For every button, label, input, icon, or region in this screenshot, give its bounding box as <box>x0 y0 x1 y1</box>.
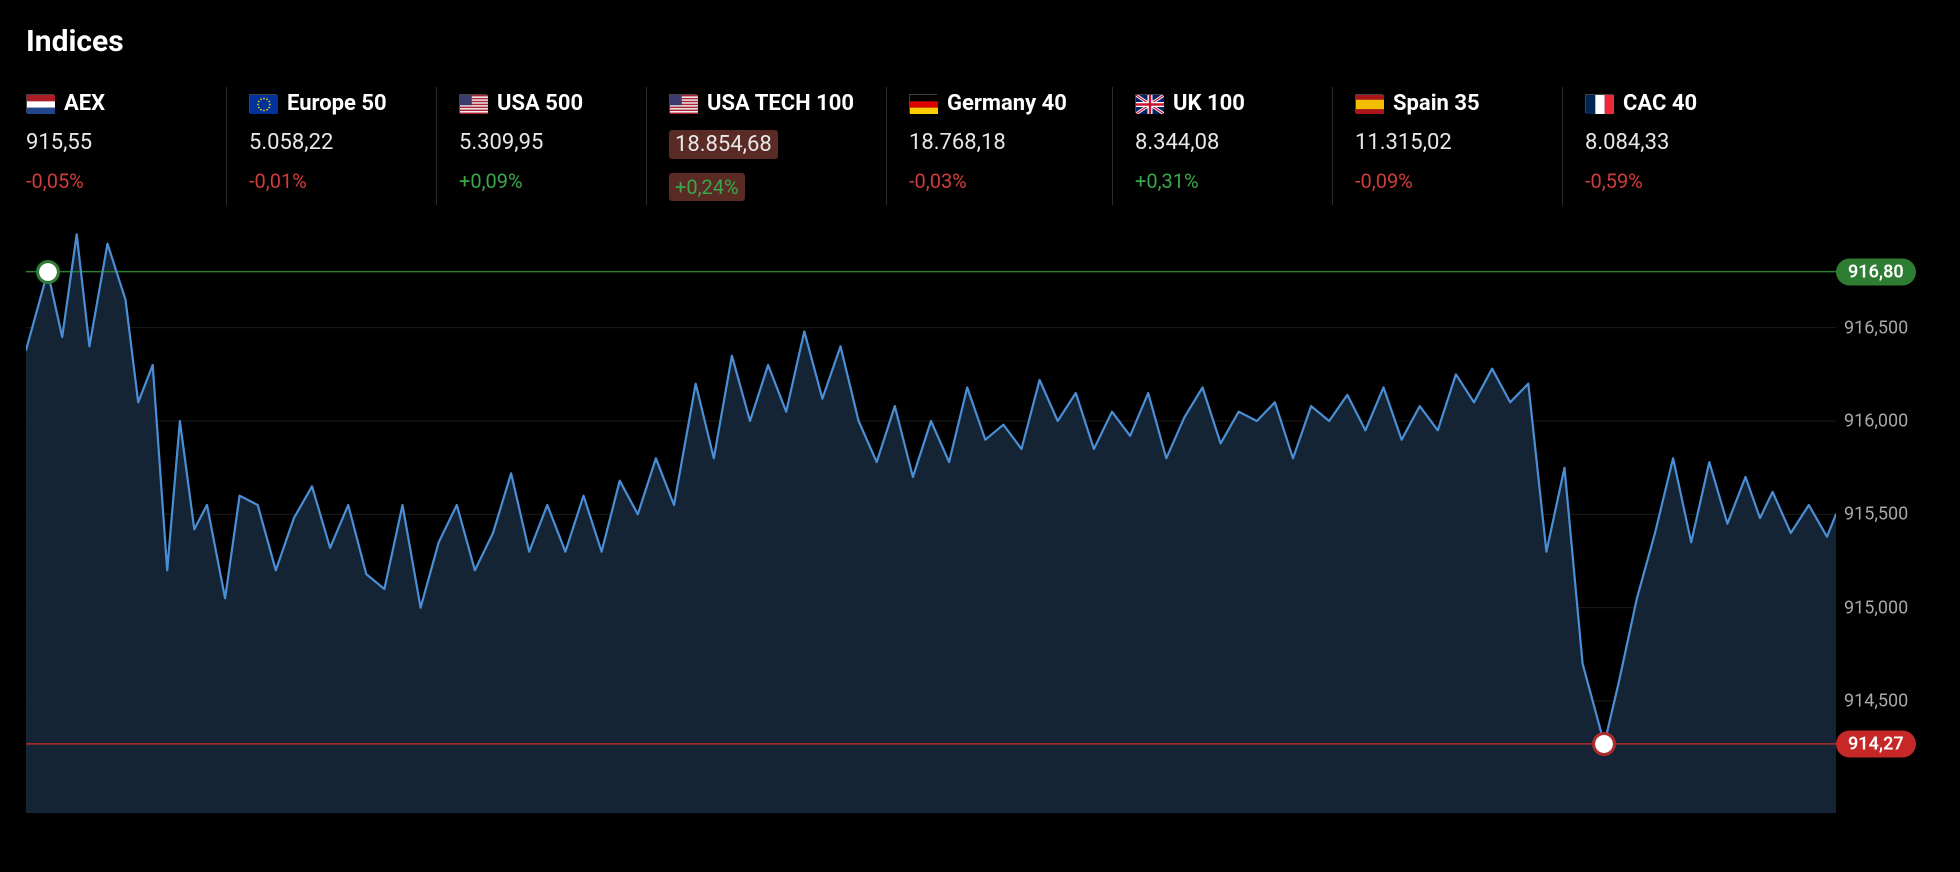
flag-de-icon <box>909 94 937 113</box>
close-price-badge: 914,27 <box>1836 730 1916 757</box>
flag-es-icon <box>1355 94 1383 113</box>
flag-fr-icon <box>1585 94 1613 113</box>
index-item-uk-100[interactable]: UK 100 8.344,08 +0,31% <box>1112 87 1332 205</box>
index-header: Spain 35 <box>1355 91 1540 116</box>
index-header: Europe 50 <box>249 91 414 116</box>
price-chart: 916,500 916,000 915,500 915,000 914,500 916,… <box>26 225 1934 813</box>
y-tick-label: 915,000 <box>1844 597 1908 618</box>
index-item-germany-40[interactable]: Germany 40 18.768,18 -0,03% <box>886 87 1112 205</box>
index-name: CAC 40 <box>1623 91 1697 116</box>
index-name: Europe 50 <box>287 91 387 116</box>
index-change: -0,59% <box>1585 169 1643 193</box>
index-name: Spain 35 <box>1393 91 1480 116</box>
y-tick-label: 915,500 <box>1844 504 1908 525</box>
index-name: AEX <box>64 91 105 116</box>
index-name: USA TECH 100 <box>707 91 854 116</box>
index-name: USA 500 <box>497 91 583 116</box>
index-header: USA TECH 100 <box>669 91 864 116</box>
index-header: UK 100 <box>1135 91 1310 116</box>
index-name: UK 100 <box>1173 91 1245 116</box>
close-marker-icon <box>1595 735 1613 753</box>
y-tick-label: 916,000 <box>1844 411 1908 432</box>
index-change: -0,01% <box>249 169 307 193</box>
open-marker-icon <box>39 263 57 281</box>
chart-plot-area <box>26 225 1836 813</box>
open-price-badge: 916,80 <box>1836 258 1916 285</box>
index-item-europe-50[interactable]: Europe 50 5.058,22 -0,01% <box>226 87 436 205</box>
index-item-aex[interactable]: AEX 915,55 -0,05% <box>26 87 226 205</box>
flag-nl-icon <box>26 94 54 113</box>
index-item-cac-40[interactable]: CAC 40 8.084,33 -0,59% <box>1562 87 1762 205</box>
indices-row: AEX 915,55 -0,05% Europe 50 5.058,22 -0,01% US… <box>26 87 1934 205</box>
index-header: AEX <box>26 91 204 116</box>
chart-y-axis: 916,500 916,000 915,500 915,000 914,500 <box>1844 225 1934 813</box>
flag-us-icon <box>459 94 487 113</box>
y-tick-label: 916,500 <box>1844 317 1908 338</box>
index-item-spain-35[interactable]: Spain 35 11.315,02 -0,09% <box>1332 87 1562 205</box>
index-value: 18.768,18 <box>909 130 1006 155</box>
index-value: 18.854,68 <box>669 130 778 159</box>
flag-us-icon <box>669 94 697 113</box>
index-change: +0,24% <box>669 173 745 201</box>
index-item-usa-tech-100[interactable]: USA TECH 100 18.854,68 +0,24% <box>646 87 886 205</box>
index-change: -0,03% <box>909 169 967 193</box>
index-name: Germany 40 <box>947 91 1067 116</box>
index-header: Germany 40 <box>909 91 1090 116</box>
flag-gb-icon <box>1135 94 1163 113</box>
index-value: 8.344,08 <box>1135 130 1219 155</box>
index-header: USA 500 <box>459 91 624 116</box>
flag-eu-icon <box>249 94 277 113</box>
index-change: -0,09% <box>1355 169 1413 193</box>
y-tick-label: 914,500 <box>1844 691 1908 712</box>
index-header: CAC 40 <box>1585 91 1740 116</box>
index-item-usa-500[interactable]: USA 500 5.309,95 +0,09% <box>436 87 646 205</box>
index-change: +0,31% <box>1135 169 1199 193</box>
index-change: +0,09% <box>459 169 523 193</box>
section-title: Indices <box>26 24 1934 59</box>
index-value: 915,55 <box>26 130 92 155</box>
index-value: 5.309,95 <box>459 130 543 155</box>
index-value: 8.084,33 <box>1585 130 1669 155</box>
index-value: 11.315,02 <box>1355 130 1452 155</box>
index-value: 5.058,22 <box>249 130 333 155</box>
index-change: -0,05% <box>26 169 84 193</box>
